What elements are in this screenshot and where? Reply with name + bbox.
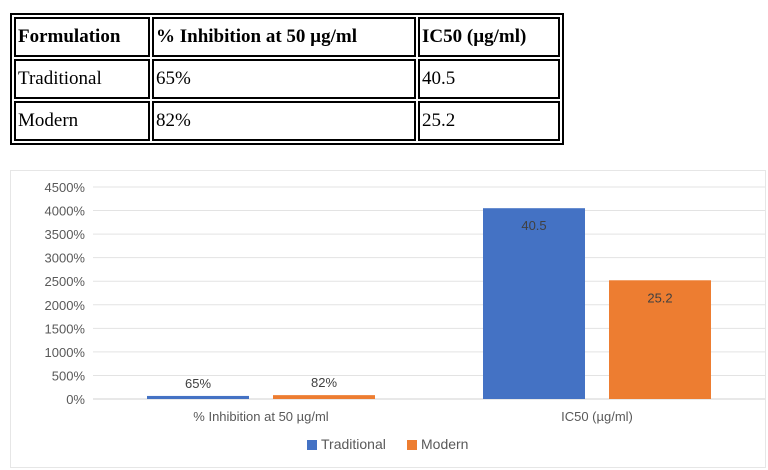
bar-modern: [273, 395, 375, 399]
legend-swatch-modern: [407, 440, 417, 450]
y-tick-label: 2500%: [45, 274, 86, 289]
table-header-inhibition: % Inhibition at 50 µg/ml: [152, 17, 416, 57]
table-cell-inhibition: 82%: [152, 101, 416, 141]
table-cell-formulation: Modern: [14, 101, 150, 141]
table-cell-formulation: Traditional: [14, 59, 150, 99]
legend-label-traditional: Traditional: [321, 436, 386, 452]
bar-traditional: [483, 208, 585, 399]
data-label: 40.5: [521, 218, 546, 233]
x-category-label: % Inhibition at 50 µg/ml: [193, 409, 329, 424]
y-tick-label: 3500%: [45, 227, 86, 242]
data-label: 65%: [185, 376, 211, 391]
x-category-label: IC50 (µg/ml): [561, 409, 633, 424]
data-label: 82%: [311, 375, 337, 390]
y-tick-label: 0%: [66, 392, 85, 407]
table-header-ic50: IC50 (µg/ml): [418, 17, 560, 57]
data-label: 25.2: [647, 290, 672, 305]
table-header-row: Formulation % Inhibition at 50 µg/ml IC5…: [14, 17, 560, 57]
y-tick-label: 4000%: [45, 204, 86, 219]
chart-canvas: 0% 500% 1000% 1500% 2000% 2500% 3000% 3500% 4000…: [45, 180, 765, 452]
y-tick-label: 3000%: [45, 251, 86, 266]
y-tick-label: 1000%: [45, 345, 86, 360]
y-tick-label: 2000%: [45, 298, 86, 313]
legend-swatch-traditional: [307, 440, 317, 450]
data-table: Formulation % Inhibition at 50 µg/ml IC5…: [10, 13, 564, 145]
y-tick-label: 4500%: [45, 180, 86, 195]
table-cell-ic50: 40.5: [418, 59, 560, 99]
table-cell-inhibition: 65%: [152, 59, 416, 99]
y-tick-label: 500%: [52, 368, 86, 383]
table-row: Traditional 65% 40.5: [14, 59, 560, 99]
y-tick-label: 1500%: [45, 321, 86, 336]
legend-label-modern: Modern: [421, 436, 468, 452]
bar-chart: 0% 500% 1000% 1500% 2000% 2500% 3000% 3500% 4000…: [10, 170, 766, 468]
bar-traditional: [147, 395, 249, 399]
table-header-formulation: Formulation: [14, 17, 150, 57]
table-cell-ic50: 25.2: [418, 101, 560, 141]
table-row: Modern 82% 25.2: [14, 101, 560, 141]
bar-modern: [609, 280, 711, 399]
